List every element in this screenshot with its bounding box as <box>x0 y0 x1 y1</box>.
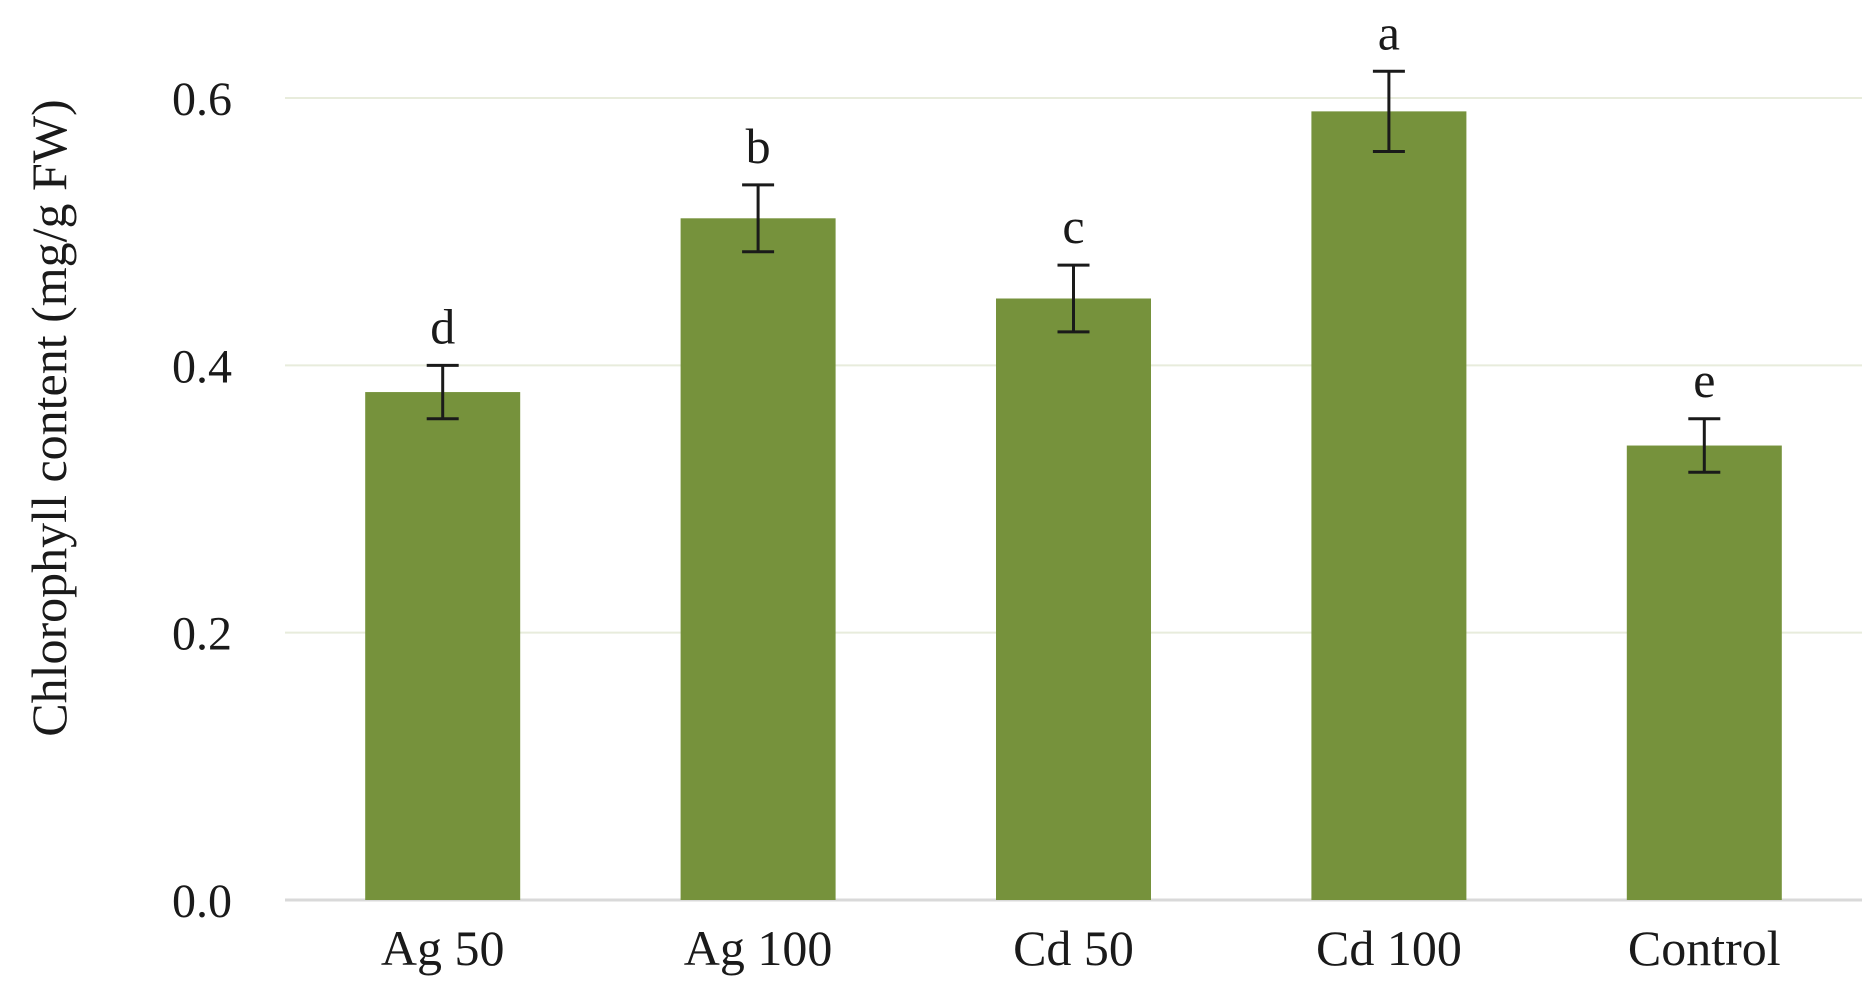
x-tick-label: Ag 100 <box>684 920 833 976</box>
bar <box>996 298 1151 900</box>
y-tick-labels: 0.0 0.2 0.4 0.6 <box>172 73 232 928</box>
y-tick-label: 0.2 <box>172 608 232 661</box>
bar <box>365 392 521 900</box>
x-tick-label: Ag 50 <box>381 920 505 976</box>
bar <box>680 218 836 901</box>
significance-letter: b <box>746 118 771 174</box>
error-bar <box>1372 69 1405 153</box>
error-bar <box>426 363 459 421</box>
x-tick-label: Control <box>1628 920 1781 976</box>
error-bar <box>742 183 775 254</box>
error-bars <box>426 69 1721 474</box>
significance-letter: a <box>1378 4 1400 60</box>
significance-letter: e <box>1693 352 1715 408</box>
bar <box>1626 445 1782 900</box>
significance-labels: d b c a e <box>430 4 1715 408</box>
y-tick-label: 0.6 <box>172 73 232 126</box>
bar <box>1311 111 1467 900</box>
x-tick-labels: Ag 50 Ag 100 Cd 50 Cd 100 Control <box>381 920 1781 976</box>
significance-letter: d <box>430 298 455 354</box>
bars <box>365 111 1782 901</box>
error-bar <box>1057 263 1090 334</box>
error-bar <box>1688 417 1721 474</box>
y-axis-label: Chlorophyll content (mg/g FW) <box>21 99 77 736</box>
y-tick-label: 0.0 <box>172 875 232 928</box>
significance-letter: c <box>1062 198 1084 254</box>
x-tick-label: Cd 100 <box>1316 920 1462 976</box>
x-tick-label: Cd 50 <box>1013 920 1134 976</box>
y-tick-label: 0.4 <box>172 340 232 393</box>
